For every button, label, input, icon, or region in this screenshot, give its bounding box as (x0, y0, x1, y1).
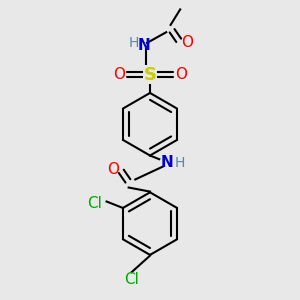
Text: H: H (128, 36, 139, 50)
Text: O: O (181, 35, 193, 50)
Text: S: S (143, 65, 157, 83)
Text: N: N (137, 38, 150, 52)
Text: N: N (160, 155, 173, 170)
Text: O: O (113, 67, 125, 82)
Text: Cl: Cl (124, 272, 139, 287)
Text: O: O (107, 162, 119, 177)
Text: Cl: Cl (87, 196, 102, 211)
Text: H: H (174, 156, 184, 170)
Text: O: O (175, 67, 187, 82)
